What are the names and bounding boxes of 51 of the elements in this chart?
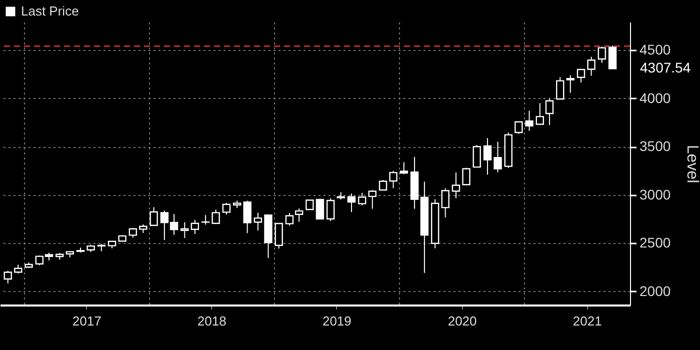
- candlestick: [441, 188, 450, 218]
- candlestick: [285, 212, 294, 226]
- candlestick: [576, 68, 586, 83]
- candlestick: [180, 222, 189, 238]
- legend-label: Last Price: [21, 4, 79, 18]
- x-tick-label: 2020: [448, 314, 477, 328]
- candlestick: [4, 270, 12, 284]
- candlestick: [525, 110, 534, 132]
- y-tick-label: 4000: [640, 90, 671, 106]
- candlestick: [274, 222, 283, 250]
- candlestick: [306, 200, 314, 210]
- candlestick: [368, 190, 376, 210]
- x-tick-label: 2018: [197, 314, 226, 328]
- candlestick: [294, 208, 304, 222]
- candlestick: [587, 56, 596, 76]
- candlestick: [556, 76, 564, 100]
- candlestick: [452, 172, 460, 199]
- candlestick: [212, 209, 220, 224]
- y-tick-label: 2500: [640, 234, 671, 251]
- candlestick: [378, 180, 388, 191]
- candlestick: [190, 219, 200, 235]
- y-axis-title: Level: [684, 144, 700, 184]
- candlestick: [326, 198, 335, 222]
- candlestick: [243, 200, 252, 234]
- candlestick: [566, 74, 574, 94]
- candlestick: [150, 206, 158, 226]
- candlestick: [536, 102, 544, 126]
- candlestick: [389, 170, 398, 189]
- candlestick: [545, 98, 554, 126]
- candlestick: [472, 144, 481, 168]
- x-tick-label: 2019: [322, 314, 352, 328]
- candlestick: [254, 212, 262, 232]
- candlestick: [222, 202, 231, 216]
- y-tick-label: 3500: [640, 138, 671, 154]
- y-tick-label: 4500: [640, 42, 671, 58]
- candlestick: [483, 138, 492, 176]
- candlestick: [347, 193, 356, 213]
- y-tick-label: 2000: [640, 282, 671, 299]
- candlestick: [316, 198, 324, 220]
- y-tick-label: 3000: [640, 186, 671, 202]
- text: 4307.54: [640, 60, 691, 76]
- candlestick: [494, 141, 502, 173]
- candlestick: [462, 167, 470, 186]
- candlestick: [128, 227, 138, 238]
- candlestick: [358, 192, 366, 206]
- candlestick: [608, 45, 617, 70]
- candlestick: [400, 162, 408, 175]
- x-tick-label: 2021: [572, 314, 602, 328]
- x-tick-label: 2017: [72, 314, 102, 328]
- candlestick: [514, 120, 523, 134]
- candlestick: [598, 46, 606, 64]
